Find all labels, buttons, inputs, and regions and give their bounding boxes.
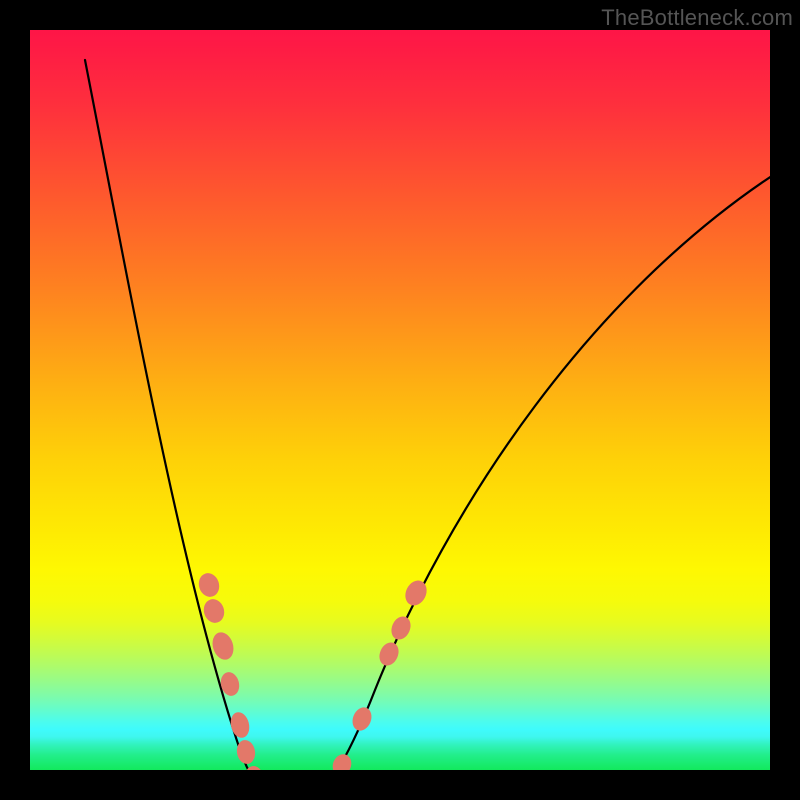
curve-left [85, 60, 270, 797]
marker-point [228, 710, 252, 740]
marker-point [349, 705, 375, 734]
border-right [770, 30, 800, 770]
marker-point [388, 613, 414, 642]
chart-root: TheBottleneck.com [0, 0, 800, 800]
border-left [0, 30, 30, 770]
curve-right [312, 158, 800, 797]
marker-point [235, 739, 257, 766]
watermark-text: TheBottleneck.com [601, 5, 793, 31]
marker-point [218, 670, 241, 698]
marker-point [209, 630, 237, 663]
marker-point [401, 577, 430, 609]
marker-point [201, 596, 227, 625]
border-bottom [0, 770, 800, 800]
marker-point [376, 639, 402, 668]
markers-group [196, 570, 431, 800]
marker-point [196, 570, 222, 599]
plot-svg [30, 30, 770, 770]
plot-background [30, 30, 770, 770]
